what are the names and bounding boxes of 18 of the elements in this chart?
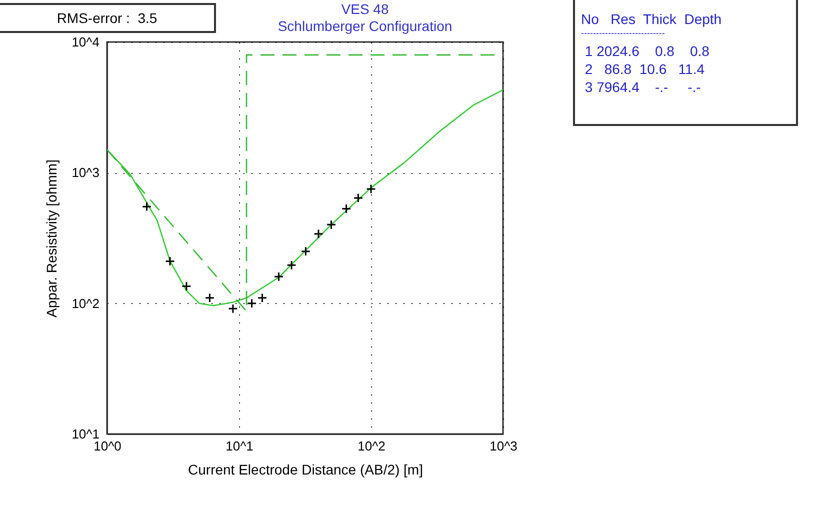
x-tick-label: 10^0 [94, 438, 122, 454]
y-axis-title: Appar. Resistivity [ohmm] [44, 160, 60, 318]
chart-subtitle: Schlumberger Configuration [278, 18, 452, 34]
x-tick-label: 10^1 [226, 438, 254, 454]
y-tick-label: 10^1 [72, 426, 100, 442]
text: 1 2024.6 0.8 0.8 [584, 42, 710, 60]
text: 2 86.8 10.6 11.4 [584, 60, 706, 78]
x-axis-title: Current Electrode Distance (AB/2) [m] [188, 462, 423, 478]
text: RMS-error : 3.5 [0, 3, 216, 33]
chart-title: VES 48 [341, 1, 389, 17]
text: No Res Thick Depth [581, 10, 723, 28]
text: ---------------------------- [581, 28, 666, 40]
y-tick-label: 10^3 [72, 165, 100, 180]
x-tick-label: 10^3 [490, 438, 518, 454]
text: 3 7964.4 -.- -.- [584, 78, 702, 96]
y-tick-label: 10^2 [72, 296, 100, 311]
x-tick-label: 10^2 [358, 438, 386, 454]
y-tick-label: 10^4 [72, 34, 100, 50]
